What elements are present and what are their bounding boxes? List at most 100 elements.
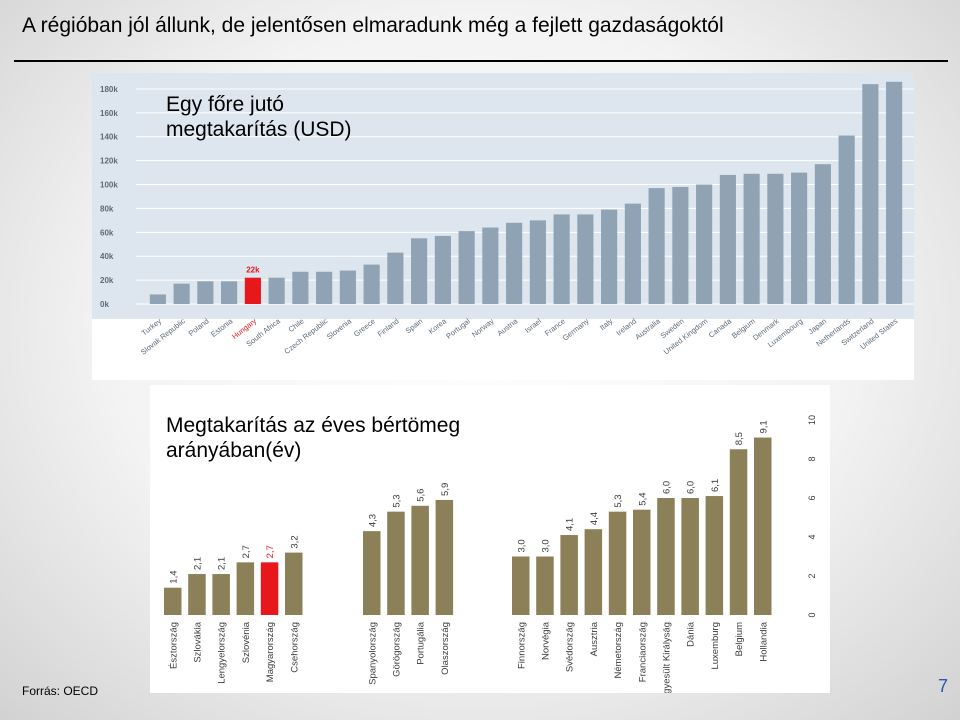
chart1-bar [197, 281, 214, 304]
chart2-bar [657, 498, 675, 615]
chart2-bar [188, 574, 206, 615]
chart1-bar [648, 188, 665, 304]
chart2-title: Megtakarítás az éves bértömeg arányában(… [166, 413, 460, 463]
chart2-bar [633, 509, 651, 615]
chart1-bar [316, 271, 333, 304]
chart2-data-label: 5,4 [637, 492, 648, 505]
chart2-x-tick: Franciaország [637, 622, 648, 682]
chart1-bar [482, 227, 499, 304]
chart2-data-label: 3,2 [289, 535, 300, 548]
chart1-y-tick: 140k [100, 133, 118, 142]
chart1-bar [339, 270, 356, 304]
chart2-y-tick: 10 [807, 415, 817, 425]
chart2-data-label: 8,5 [734, 432, 745, 445]
chart2-bar [411, 505, 429, 615]
chart2-y-tick: 0 [807, 612, 817, 617]
chart2-data-label: 6,0 [661, 481, 672, 494]
chart2-x-tick: Németország [613, 622, 624, 679]
chart2-bar [285, 552, 303, 615]
chart2-x-tick: Szlovákia [192, 621, 203, 662]
chart2-y-tick: 2 [807, 573, 817, 578]
chart2-bar [584, 529, 603, 615]
chart1-bar [767, 173, 784, 304]
chart1-bar [292, 271, 309, 304]
chart2-title-line-1: Megtakarítás az éves bértömeg [166, 414, 461, 437]
chart2-x-tick: Luxemburg [710, 622, 721, 670]
chart2-data-label: 2,1 [192, 557, 203, 570]
chart1-x-tick: Chile [287, 316, 306, 334]
chart2-x-tick: Finnország [516, 622, 527, 669]
chart2-bar [164, 587, 182, 615]
chart2-x-tick: Hollandia [758, 621, 769, 661]
chart2-x-tick: Csehország [289, 622, 300, 673]
chart1-x-tick: Czech Republic [282, 316, 329, 356]
chart2-bar [536, 556, 554, 615]
chart2-bar [512, 556, 530, 615]
chart1-x-tick: Slovenia [325, 316, 354, 341]
savings-to-wage-chart: 1,4 Észtország 2,1 Szlovákia 2,1 Lengyelorszá… [150, 385, 830, 693]
chart1-bar [363, 264, 380, 304]
chart1-x-tick: Germany [561, 316, 591, 342]
chart1-y-tick: 100k [100, 181, 118, 190]
chart2-bar [705, 496, 724, 615]
chart2-data-label: 5,3 [391, 494, 402, 507]
chart1-bar [886, 81, 903, 304]
chart1-bar [221, 281, 238, 304]
savings-per-capita-chart: 0k20k40k60k80k100k120k140k160k180kTurkey… [92, 73, 914, 380]
chart2-bar [608, 511, 627, 615]
page-number: 7 [937, 676, 948, 696]
chart2-bar [260, 562, 279, 615]
chart2-data-label: 4,1 [565, 518, 576, 531]
chart1-bar [387, 252, 404, 304]
chart2-x-tick: Észtország [168, 622, 179, 669]
chart1-bar [434, 235, 451, 304]
chart1-data-label: 22k [246, 266, 260, 275]
chart1-bar [506, 222, 523, 304]
chart2-x-tick: Szlovénia [241, 621, 252, 663]
chart2-bar [236, 562, 255, 615]
chart1-y-tick: 20k [100, 276, 114, 285]
chart1-y-tick: 120k [100, 157, 118, 166]
chart1-bar [411, 238, 428, 304]
chart1-x-tick: Austria [495, 316, 520, 338]
chart1-bar [458, 231, 475, 304]
chart1-x-tick: Norway [470, 316, 496, 339]
chart2-bar [363, 531, 381, 615]
source-note: Forrás: OECD [22, 684, 99, 698]
chart1-y-tick: 40k [100, 252, 114, 261]
chart2-x-tick: Egyesült Királyság [661, 622, 672, 693]
chart1-bar [268, 277, 285, 304]
chart1-bar [862, 84, 879, 304]
chart2-x-tick: Belgium [734, 622, 745, 656]
chart2-y-tick: 8 [807, 456, 817, 461]
chart2-x-tick: Magyarország [265, 622, 276, 682]
chart2-bar [435, 499, 454, 615]
chart1-bar [791, 172, 808, 304]
slide-title: A régióban jól állunk, de jelentősen elm… [22, 14, 724, 37]
chart2-data-label: 2,7 [265, 545, 276, 558]
chart1-bar [244, 277, 261, 304]
chart2-x-tick: Görögország [391, 622, 402, 677]
chart1-bar [624, 203, 641, 304]
chart1-x-tick: Poland [187, 316, 211, 337]
chart1-bar [672, 186, 689, 304]
chart1-x-tick: Spain [404, 316, 425, 335]
chart2-data-label: 5,9 [440, 483, 451, 496]
chart1-y-tick: 160k [100, 109, 118, 118]
chart2-x-tick: Dánia [686, 621, 697, 647]
chart2-data-label: 5,3 [613, 494, 624, 507]
chart1-title-line-2: megtakarítás (USD) [166, 118, 352, 141]
chart2-bar [387, 511, 405, 615]
chart2-data-label: 5,6 [416, 489, 427, 502]
chart2-x-tick: Portugália [416, 621, 427, 664]
chart2-bar [212, 574, 230, 615]
chart1-x-tick: Canada [707, 316, 734, 340]
chart1-bar [149, 294, 166, 304]
chart2-data-label: 1,4 [168, 570, 179, 583]
chart1-title: Egy főre jutó megtakarítás (USD) [166, 92, 352, 142]
chart2-x-tick: Svédország [565, 622, 576, 672]
chart2-x-tick: Spanyolország [367, 622, 378, 685]
chart2-data-label: 4,4 [589, 512, 600, 525]
chart1-bar [719, 174, 736, 304]
chart2-x-tick: Norvégia [540, 621, 551, 660]
